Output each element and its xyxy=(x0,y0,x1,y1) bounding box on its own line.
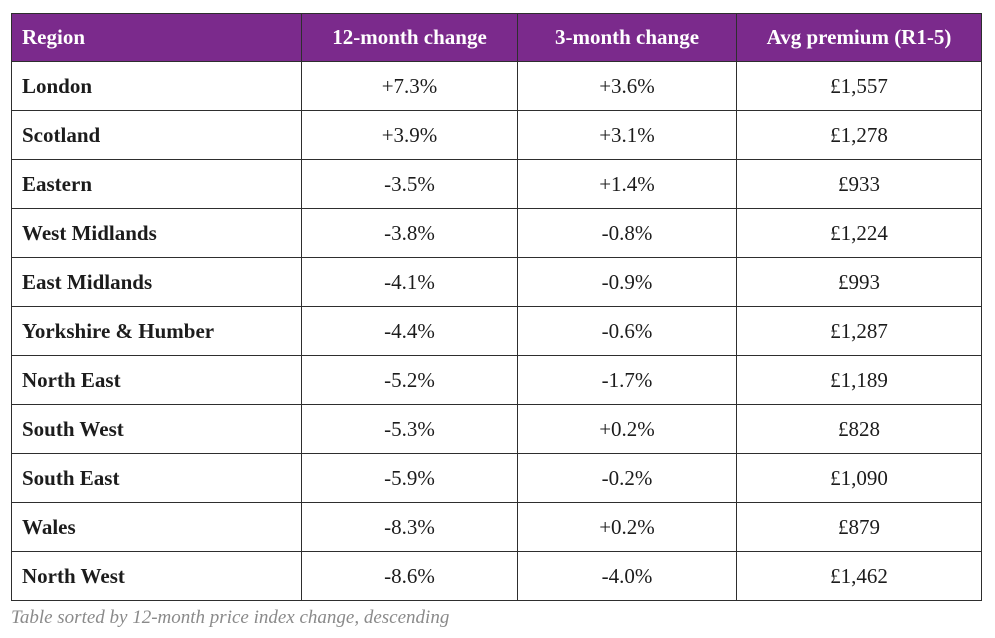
cell-3-month-change: -0.9% xyxy=(517,257,737,307)
cell-12-month-change: -4.1% xyxy=(301,257,518,307)
cell-avg-premium: £1,557 xyxy=(736,61,982,111)
table-row: West Midlands -3.8% -0.8% £1,224 xyxy=(11,208,982,258)
table-row: South East -5.9% -0.2% £1,090 xyxy=(11,453,982,503)
cell-avg-premium: £1,278 xyxy=(736,110,982,160)
cell-12-month-change: +7.3% xyxy=(301,61,518,111)
cell-3-month-change: -0.6% xyxy=(517,306,737,356)
cell-3-month-change: -1.7% xyxy=(517,355,737,405)
table-row: Eastern -3.5% +1.4% £933 xyxy=(11,159,982,209)
table-row: North West -8.6% -4.0% £1,462 xyxy=(11,551,982,601)
cell-region: North East xyxy=(11,355,302,405)
cell-3-month-change: -0.8% xyxy=(517,208,737,258)
table-row: Scotland +3.9% +3.1% £1,278 xyxy=(11,110,982,160)
cell-3-month-change: +3.1% xyxy=(517,110,737,160)
cell-avg-premium: £879 xyxy=(736,502,982,552)
cell-region: West Midlands xyxy=(11,208,302,258)
cell-3-month-change: +3.6% xyxy=(517,61,737,111)
cell-region: South East xyxy=(11,453,302,503)
cell-3-month-change: -4.0% xyxy=(517,551,737,601)
cell-12-month-change: -8.6% xyxy=(301,551,518,601)
cell-3-month-change: +0.2% xyxy=(517,502,737,552)
region-price-table: Region 12-month change 3-month change Av… xyxy=(11,13,982,601)
table-row: London +7.3% +3.6% £1,557 xyxy=(11,61,982,111)
table-row: North East -5.2% -1.7% £1,189 xyxy=(11,355,982,405)
column-header-region: Region xyxy=(11,13,302,62)
table-row: South West -5.3% +0.2% £828 xyxy=(11,404,982,454)
cell-avg-premium: £1,287 xyxy=(736,306,982,356)
cell-region: Yorkshire & Humber xyxy=(11,306,302,356)
cell-region: Scotland xyxy=(11,110,302,160)
cell-avg-premium: £1,090 xyxy=(736,453,982,503)
cell-12-month-change: +3.9% xyxy=(301,110,518,160)
column-header-12-month-change: 12-month change xyxy=(301,13,518,62)
cell-avg-premium: £1,462 xyxy=(736,551,982,601)
table-body: London +7.3% +3.6% £1,557 Scotland +3.9%… xyxy=(11,61,982,601)
cell-12-month-change: -3.8% xyxy=(301,208,518,258)
cell-12-month-change: -5.2% xyxy=(301,355,518,405)
column-header-3-month-change: 3-month change xyxy=(517,13,737,62)
table-header-row: Region 12-month change 3-month change Av… xyxy=(11,13,982,62)
cell-region: Eastern xyxy=(11,159,302,209)
column-header-avg-premium: Avg premium (R1-5) xyxy=(736,13,982,62)
cell-region: North West xyxy=(11,551,302,601)
cell-12-month-change: -4.4% xyxy=(301,306,518,356)
cell-12-month-change: -5.3% xyxy=(301,404,518,454)
cell-avg-premium: £1,189 xyxy=(736,355,982,405)
cell-3-month-change: +0.2% xyxy=(517,404,737,454)
cell-3-month-change: -0.2% xyxy=(517,453,737,503)
table-row: East Midlands -4.1% -0.9% £993 xyxy=(11,257,982,307)
cell-avg-premium: £828 xyxy=(736,404,982,454)
table-row: Yorkshire & Humber -4.4% -0.6% £1,287 xyxy=(11,306,982,356)
cell-region: Wales xyxy=(11,502,302,552)
cell-12-month-change: -8.3% xyxy=(301,502,518,552)
cell-region: South West xyxy=(11,404,302,454)
table-row: Wales -8.3% +0.2% £879 xyxy=(11,502,982,552)
cell-12-month-change: -5.9% xyxy=(301,453,518,503)
cell-region: East Midlands xyxy=(11,257,302,307)
cell-avg-premium: £933 xyxy=(736,159,982,209)
region-table-container: Region 12-month change 3-month change Av… xyxy=(11,13,982,601)
cell-3-month-change: +1.4% xyxy=(517,159,737,209)
table-caption: Table sorted by 12-month price index cha… xyxy=(11,607,450,628)
cell-avg-premium: £993 xyxy=(736,257,982,307)
cell-avg-premium: £1,224 xyxy=(736,208,982,258)
cell-region: London xyxy=(11,61,302,111)
cell-12-month-change: -3.5% xyxy=(301,159,518,209)
